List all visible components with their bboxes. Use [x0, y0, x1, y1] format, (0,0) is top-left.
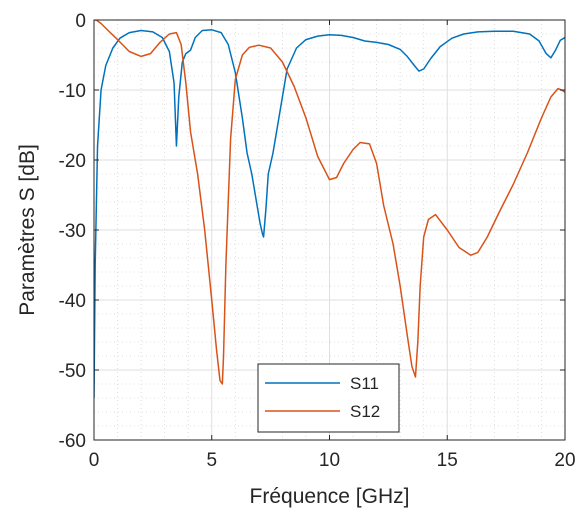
y-tick-label: 0: [75, 11, 86, 32]
x-tick-label: 20: [554, 450, 575, 471]
y-tick-label: -50: [59, 361, 86, 382]
series-line-s11: [94, 29, 565, 399]
tick-labels: 0 5 10 15 20 0 -10 -20 -30 -40 -50 -60: [59, 11, 576, 471]
series-layer: [94, 20, 565, 399]
x-tick-label: 5: [206, 450, 217, 471]
x-tick-label: 10: [319, 450, 340, 471]
legend-box: [257, 363, 400, 433]
legend-label-s11: S11: [350, 374, 379, 393]
series-line-s12: [94, 20, 565, 385]
x-tick-label: 15: [437, 450, 458, 471]
y-tick-label: -40: [59, 291, 86, 312]
legend: S11 S12: [257, 363, 400, 433]
minor-grid: [94, 20, 565, 440]
legend-label-s12: S12: [350, 402, 380, 421]
y-axis-title: Paramètres S [dB]: [16, 144, 39, 316]
y-tick-label: -60: [59, 431, 86, 452]
x-axis-title: Fréquence [GHz]: [250, 485, 410, 508]
tick-marks: [93, 19, 566, 441]
y-tick-label: -20: [59, 151, 86, 172]
y-tick-label: -30: [59, 221, 86, 242]
x-tick-label: 0: [89, 450, 100, 471]
y-tick-label: -10: [59, 81, 86, 102]
